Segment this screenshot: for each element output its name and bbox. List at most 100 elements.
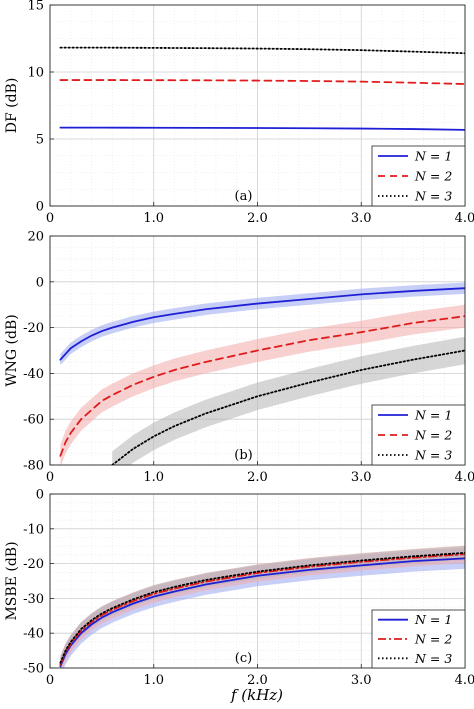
- data-point: [308, 339, 310, 341]
- data-point: [101, 79, 103, 81]
- data-point: [308, 48, 310, 50]
- data-point: [412, 82, 414, 84]
- data-point: [205, 581, 207, 583]
- data-point: [174, 591, 176, 593]
- data-point: [153, 596, 155, 598]
- data-point: [360, 81, 362, 83]
- data-point: [360, 293, 362, 295]
- data-point: [205, 579, 207, 581]
- series-line-2: [59, 315, 465, 457]
- y-axis-label: MSBE (dB): [4, 541, 20, 620]
- data-point: [153, 376, 155, 378]
- data-point: [412, 359, 414, 361]
- data-point: [91, 624, 93, 626]
- x-tick-label: 0: [46, 470, 54, 485]
- data-point: [65, 353, 67, 355]
- data-point: [153, 47, 155, 49]
- data-point: [59, 359, 61, 361]
- data-point: [257, 350, 259, 352]
- panel-c: 0 1.0 2.0 3.0 4.0 -50 -40 -30 -20 -10 0 MSBE (dB) (c…: [4, 488, 474, 689]
- y-tick-label: -40: [23, 627, 44, 642]
- data-point: [153, 79, 155, 81]
- legend-label-1: N = 1: [414, 149, 452, 164]
- data-point: [59, 79, 61, 81]
- data-point: [59, 662, 61, 664]
- data-point: [80, 418, 82, 420]
- data-point: [101, 47, 103, 49]
- data-point: [205, 79, 207, 81]
- data-point: [205, 413, 207, 415]
- y-tick-label: 5: [36, 133, 44, 148]
- data-point: [70, 347, 72, 349]
- data-point: [80, 628, 82, 630]
- data-point: [101, 400, 103, 402]
- data-point: [101, 330, 103, 332]
- data-point: [360, 560, 362, 562]
- data-point: [360, 49, 362, 51]
- data-point: [70, 641, 72, 643]
- data-point: [257, 571, 259, 573]
- series-line-3: [111, 349, 465, 465]
- data-point: [111, 327, 113, 329]
- data-point: [101, 612, 103, 614]
- data-point: [360, 369, 362, 371]
- x-tick-label: 4.0: [455, 211, 474, 226]
- data-point: [59, 127, 61, 129]
- data-point: [257, 575, 259, 577]
- y-tick-label: -10: [23, 522, 44, 537]
- data-point: [174, 588, 176, 590]
- data-point: [257, 48, 259, 50]
- data-point: [132, 599, 134, 601]
- legend-label-1: N = 1: [414, 408, 452, 423]
- legend-label-3: N = 3: [414, 651, 452, 666]
- data-point: [111, 611, 113, 613]
- data-point: [101, 127, 103, 129]
- panel-label: (c): [235, 651, 252, 666]
- data-point: [153, 435, 155, 437]
- data-point: [91, 619, 93, 621]
- y-tick-label: -20: [23, 557, 44, 572]
- data-point: [412, 128, 414, 130]
- y-tick-label: 0: [36, 275, 44, 290]
- y-tick-label: -20: [23, 321, 44, 336]
- data-point: [412, 290, 414, 292]
- data-point: [308, 127, 310, 129]
- data-point: [153, 591, 155, 593]
- x-tick-label: 3.0: [351, 470, 372, 485]
- x-tick-label: 3.0: [351, 673, 372, 688]
- series-line-3: [59, 46, 465, 55]
- y-tick-label: -40: [23, 367, 44, 382]
- y-tick-label: 20: [27, 230, 44, 245]
- y-tick-label: 0: [36, 488, 44, 503]
- data-point: [412, 560, 414, 562]
- data-point: [91, 335, 93, 337]
- data-point: [205, 127, 207, 129]
- data-point: [101, 617, 103, 619]
- data-point: [132, 603, 134, 605]
- legend-label-2: N = 2: [414, 632, 452, 647]
- data-point: [174, 313, 176, 315]
- y-tick-label: 0: [36, 200, 44, 215]
- series-line-1: [59, 557, 465, 668]
- legend-label-1: N = 1: [414, 612, 452, 627]
- x-tick-label: 2.0: [247, 470, 268, 485]
- y-tick-label: 10: [27, 66, 44, 81]
- data-point: [360, 331, 362, 333]
- data-point: [153, 127, 155, 129]
- data-point: [59, 665, 61, 667]
- x-axis-title: f (kHz): [230, 686, 283, 704]
- x-tick-label: 1.0: [143, 211, 164, 226]
- confidence-band-2: [60, 304, 465, 465]
- panel-label: (b): [234, 448, 252, 463]
- y-axis-label: DF (dB): [4, 78, 20, 134]
- x-tick-label: 4.0: [455, 470, 474, 485]
- data-point: [205, 361, 207, 363]
- series-layer: [59, 282, 465, 465]
- data-point: [80, 340, 82, 342]
- y-axis-label: WNG (dB): [4, 314, 20, 386]
- panel-a: 0 1.0 2.0 3.0 4.0 0 5 10 15 DF (dB) (a) N = 1 N = 2 N…: [4, 0, 474, 226]
- series-line-1: [59, 287, 465, 361]
- series-line-2: [59, 79, 465, 85]
- data-point: [205, 47, 207, 49]
